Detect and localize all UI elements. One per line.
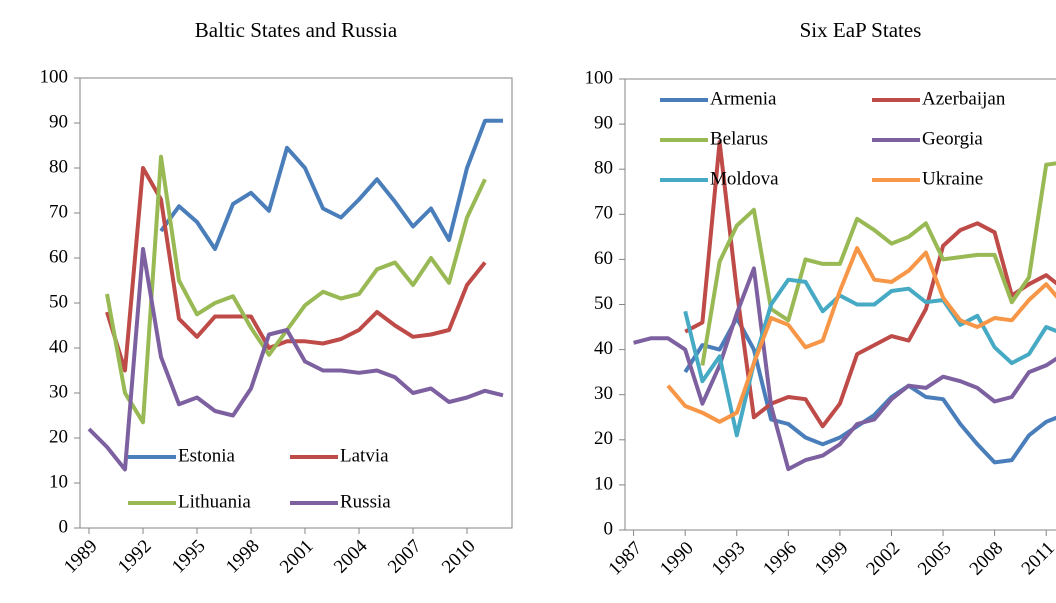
x-tick-label: 2002 [862, 538, 904, 580]
y-tick-label: 10 [594, 473, 613, 494]
y-tick-label: 40 [49, 336, 68, 357]
y-tick-label: 30 [49, 381, 68, 402]
x-tick-label: 2010 [438, 536, 480, 578]
legend-label: Moldova [710, 168, 779, 189]
x-tick-label: 1992 [114, 536, 156, 578]
series-line [159, 118, 503, 251]
x-tick-label: 2004 [330, 535, 372, 577]
y-tick-label: 40 [594, 338, 613, 359]
y-tick-label: 30 [594, 383, 613, 404]
y-tick-label: 60 [49, 246, 68, 267]
legend-label: Lithuania [178, 491, 251, 512]
series-line [683, 277, 1056, 438]
y-tick-label: 100 [585, 67, 614, 88]
x-tick-label: 2007 [384, 536, 426, 578]
y-tick-label: 100 [40, 66, 69, 87]
x-tick-label: 1993 [708, 538, 750, 580]
series-line [633, 266, 1056, 472]
x-tick-label: 1996 [759, 538, 801, 580]
series-line [87, 247, 504, 472]
y-tick-label: 20 [594, 428, 613, 449]
x-tick-label: 1998 [222, 536, 264, 578]
series-line [683, 316, 1056, 465]
y-tick-label: 80 [594, 158, 613, 179]
series-line [105, 166, 487, 373]
y-tick-label: 0 [59, 516, 69, 537]
y-tick-label: 50 [594, 293, 613, 314]
x-tick-label: 1987 [604, 538, 646, 580]
y-tick-label: 80 [49, 156, 68, 177]
y-tick-label: 70 [49, 201, 68, 222]
legend-label: Georgia [922, 128, 983, 149]
legend-label: Russia [340, 491, 391, 512]
series-line [105, 154, 487, 425]
legend-label: Estonia [178, 445, 236, 466]
y-tick-label: 90 [594, 112, 613, 133]
x-tick-label: 1989 [60, 536, 102, 578]
x-tick-label: 2008 [966, 538, 1008, 580]
y-tick-label: 0 [604, 518, 614, 539]
legend-label: Armenia [710, 88, 777, 109]
x-tick-label: 1995 [168, 536, 210, 578]
legend-label: Ukraine [922, 168, 983, 189]
legend-label: Latvia [340, 445, 389, 466]
legend-label: Azerbaijan [922, 88, 1006, 109]
y-tick-label: 70 [594, 203, 613, 224]
y-tick-label: 10 [49, 471, 68, 492]
y-tick-label: 50 [49, 291, 68, 312]
series-line [700, 161, 1056, 366]
legend-label: Belarus [710, 128, 768, 149]
x-tick-label: 2011 [1018, 538, 1056, 579]
x-tick-label: 1999 [811, 538, 853, 580]
plot-frame [79, 77, 513, 529]
y-tick-label: 20 [49, 426, 68, 447]
x-tick-label: 1990 [656, 538, 698, 580]
y-tick-label: 90 [49, 111, 68, 132]
series-line [666, 246, 1056, 424]
chart-title: Baltic States and Russia [195, 18, 398, 42]
y-tick-label: 60 [594, 248, 613, 269]
chart-title: Six EaP States [800, 18, 922, 42]
x-tick-label: 2001 [276, 536, 318, 578]
x-tick-label: 2005 [914, 538, 956, 580]
plot-frame [624, 78, 1056, 531]
